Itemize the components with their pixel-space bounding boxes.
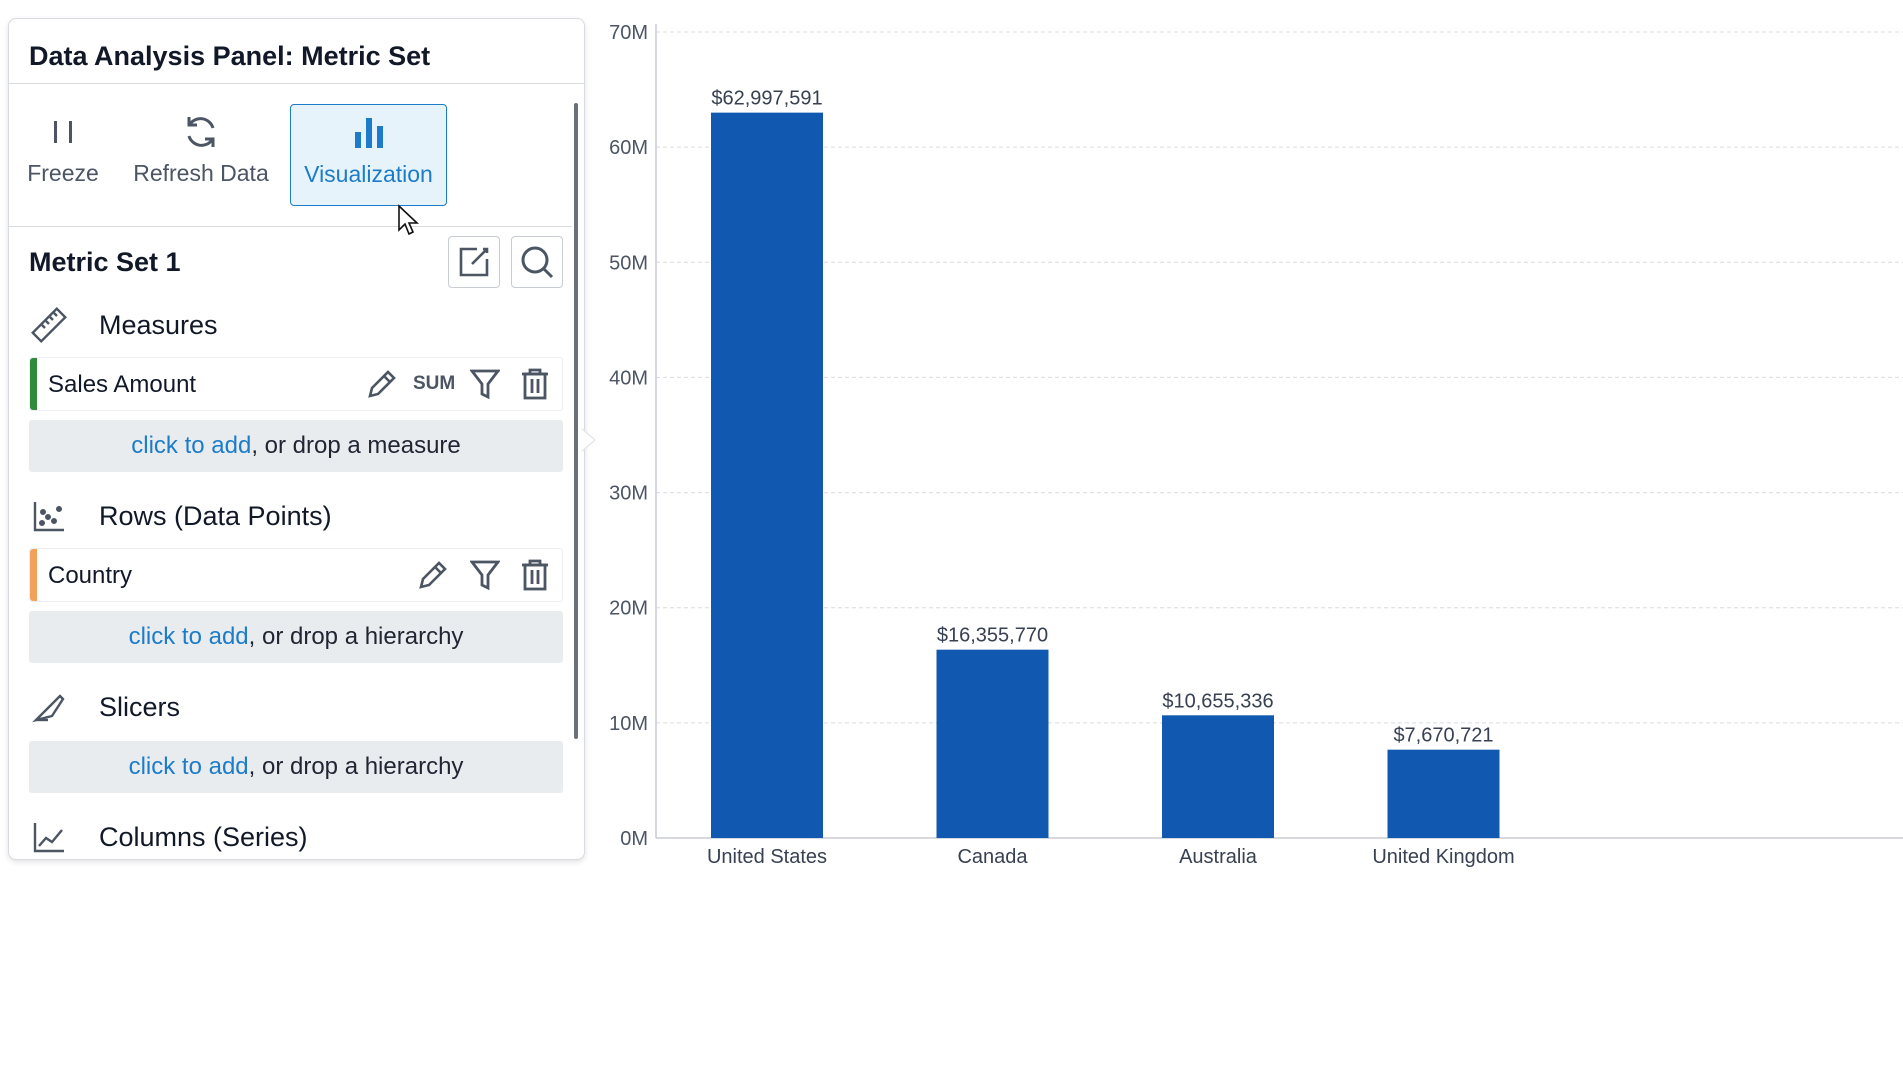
slicers-section-header: Slicers — [29, 687, 180, 727]
search-metric-set-button[interactable] — [511, 236, 563, 288]
measures-label: Measures — [99, 309, 218, 340]
columns-label: Columns (Series) — [99, 821, 308, 852]
bar-united-states[interactable] — [711, 112, 823, 838]
metric-set-title: Metric Set 1 — [29, 247, 181, 277]
x-tick-label: Australia — [1179, 846, 1258, 868]
x-tick-label: United States — [707, 846, 827, 868]
click-to-add-row-link[interactable]: click to add — [128, 623, 249, 650]
trash-icon[interactable] — [518, 367, 552, 401]
freeze-button[interactable]: Freeze — [17, 104, 109, 204]
click-to-add-slicer-link[interactable]: click to add — [128, 753, 249, 780]
panel-toolbar: Freeze Refresh Data Visualization — [9, 84, 572, 236]
edit-icon — [459, 247, 489, 277]
pencil-icon[interactable] — [365, 367, 399, 401]
search-icon — [521, 246, 554, 279]
data-analysis-panel: Data Analysis Panel: Metric Set Freeze R… — [8, 18, 585, 860]
visualization-label: Visualization — [304, 161, 433, 187]
rows-section-header: Rows (Data Points) — [29, 496, 332, 536]
data-label: $7,670,721 — [1393, 725, 1493, 747]
x-tick-label: Canada — [957, 846, 1028, 868]
data-label: $10,655,336 — [1162, 690, 1273, 712]
y-tick-label: 40M — [609, 367, 648, 389]
bar-australia[interactable] — [1162, 715, 1274, 838]
y-tick-label: 70M — [609, 22, 648, 44]
freeze-label: Freeze — [27, 160, 99, 186]
drop-slicer-text: , or drop a hierarchy — [248, 753, 464, 780]
visualization-button[interactable]: Visualization — [290, 104, 447, 206]
filter-icon[interactable] — [468, 558, 502, 592]
bar-united-kingdom[interactable] — [1387, 749, 1500, 838]
add-slicer-dropzone[interactable]: click to add, or drop a hierarchy — [29, 741, 563, 793]
mouse-cursor-icon — [398, 204, 420, 236]
x-axis-labels: United States Canada Australia United Kingd… — [707, 846, 1515, 868]
bar-chart-icon — [291, 105, 446, 161]
measure-field-sales-amount[interactable]: Sales Amount SUM — [29, 357, 563, 411]
add-measure-dropzone[interactable]: click to add, or drop a measure — [29, 420, 563, 472]
trash-icon[interactable] — [518, 558, 552, 592]
x-tick-label: United Kingdom — [1372, 846, 1514, 868]
y-axis-ticks: 0M 10M 20M 30M 40M 50M 60M 70M — [609, 22, 648, 850]
y-tick-label: 0M — [620, 828, 648, 850]
bar-canada[interactable] — [936, 649, 1049, 838]
drop-row-text: , or drop a hierarchy — [248, 623, 464, 650]
columns-section-header: Columns (Series) — [29, 817, 308, 857]
chart-grid — [655, 24, 1903, 839]
pencil-icon[interactable] — [416, 558, 450, 592]
refresh-data-button[interactable]: Refresh Data — [127, 104, 275, 204]
slicers-label: Slicers — [99, 691, 181, 722]
scatter-icon — [29, 496, 69, 536]
chart-data-labels: $62,997,591 $16,355,770 $10,655,336 $7,670,… — [711, 88, 1493, 747]
ruler-icon — [29, 305, 69, 345]
panel-header: Data Analysis Panel: Metric Set — [9, 19, 584, 84]
row-field-country[interactable]: Country — [29, 548, 563, 602]
data-label: $62,997,591 — [711, 88, 822, 110]
click-to-add-measure-link[interactable]: click to add — [131, 432, 252, 459]
panel-scrollbar[interactable] — [574, 103, 578, 739]
y-tick-label: 20M — [609, 598, 648, 620]
measure-field-name: Sales Amount — [48, 371, 197, 398]
measures-section-header: Measures — [29, 305, 218, 345]
refresh-data-label: Refresh Data — [133, 160, 269, 186]
line-chart-icon — [29, 817, 69, 857]
panel-pointer-arrow — [581, 428, 596, 452]
row-color-stripe — [30, 549, 37, 601]
measure-color-stripe — [30, 358, 37, 410]
y-tick-label: 10M — [609, 713, 648, 735]
pause-icon — [17, 104, 109, 160]
y-tick-label: 50M — [609, 252, 648, 274]
chart-bars — [711, 112, 1500, 838]
drop-measure-text: , or drop a measure — [251, 432, 461, 459]
filter-icon[interactable] — [468, 367, 502, 401]
refresh-icon — [127, 104, 275, 160]
y-tick-label: 30M — [609, 483, 648, 505]
edit-metric-set-button[interactable] — [448, 236, 500, 288]
row-field-name: Country — [48, 562, 133, 589]
y-tick-label: 60M — [609, 137, 648, 159]
add-row-dropzone[interactable]: click to add, or drop a hierarchy — [29, 611, 563, 663]
data-label: $16,355,770 — [937, 625, 1048, 647]
bar-chart: 0M 10M 20M 30M 40M 50M 60M 70M $62,997,591 $16,3… — [609, 22, 1903, 868]
panel-title: Data Analysis Panel: Metric Set — [29, 41, 431, 71]
slicer-knife-icon — [29, 687, 69, 727]
aggregate-button[interactable]: SUM — [413, 373, 456, 394]
rows-label: Rows (Data Points) — [99, 500, 332, 531]
